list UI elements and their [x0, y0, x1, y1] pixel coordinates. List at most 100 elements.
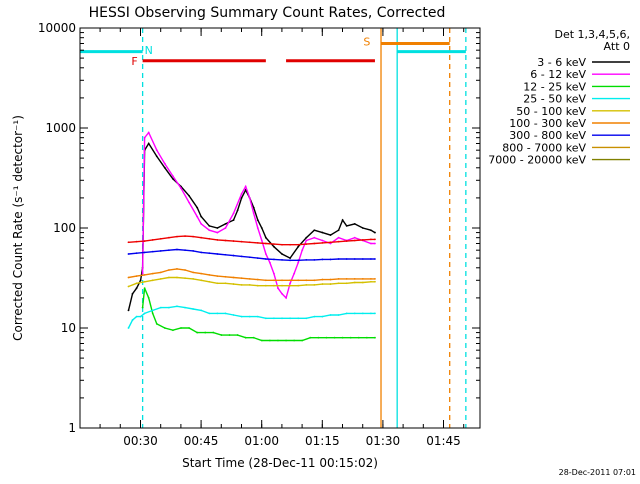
x-tick-label: 01:15: [305, 434, 340, 448]
data-point-9-22: [305, 243, 308, 246]
legend-label-3: 25 - 50 keV: [523, 93, 586, 106]
data-point-3-22: [289, 317, 292, 320]
data-point-1-15: [244, 185, 247, 188]
chart-title: HESSI Observing Summary Count Rates, Cor…: [89, 5, 446, 21]
data-point-6-3: [151, 250, 154, 253]
data-point-3-12: [208, 312, 211, 315]
data-point-5-8: [192, 271, 195, 274]
series-line-5: [128, 268, 375, 281]
data-point-4-18: [273, 284, 275, 287]
data-point-4-12: [224, 282, 227, 285]
data-point-6-29: [361, 258, 364, 260]
data-point-5-26: [337, 277, 340, 280]
data-point-6-4: [159, 250, 162, 252]
data-point-5-30: [370, 277, 372, 280]
data-point-6-23: [313, 258, 316, 261]
data-point-2-18: [268, 339, 271, 342]
data-point-0-33: [329, 234, 332, 236]
flag-label-f: F: [131, 55, 137, 68]
data-point-2-30: [365, 336, 368, 339]
data-point-9-30: [370, 238, 372, 241]
data-point-2-22: [301, 339, 304, 342]
data-point-6-11: [216, 253, 219, 255]
y-tick-label: 10: [61, 321, 76, 335]
data-point-5-24: [321, 278, 324, 281]
legend-label-0: 3 - 6 keV: [537, 56, 586, 69]
data-point-1-38: [370, 242, 372, 245]
data-point-9-8: [192, 235, 195, 238]
data-point-5-17: [264, 279, 267, 282]
data-point-0-28: [289, 257, 292, 260]
data-point-5-6: [176, 267, 178, 270]
y-tick-label: 1: [68, 421, 76, 435]
legend-label-6: 300 - 800 keV: [509, 129, 586, 142]
data-point-5-27: [345, 277, 348, 280]
data-point-9-0: [127, 241, 130, 244]
data-point-6-8: [192, 250, 195, 252]
legend-header-line-2: Att 0: [604, 40, 630, 53]
data-point-0-29: [297, 245, 300, 248]
data-point-4-5: [167, 276, 170, 279]
data-point-1-34: [337, 236, 340, 239]
data-point-9-7: [184, 235, 186, 237]
data-point-2-2: [147, 296, 150, 299]
data-point-6-1: [135, 252, 138, 255]
data-point-1-22: [273, 272, 275, 275]
data-point-3-28: [337, 314, 340, 316]
data-point-4-14: [240, 283, 243, 286]
data-point-6-26: [337, 258, 340, 260]
data-point-3-26: [321, 315, 324, 318]
data-point-9-11: [216, 239, 219, 241]
data-point-3-17: [248, 315, 251, 318]
data-point-0-15: [216, 227, 219, 229]
data-point-2-1: [143, 287, 146, 290]
data-point-5-13: [232, 276, 235, 279]
series-line-4: [128, 276, 375, 288]
data-point-0-18: [236, 209, 239, 212]
data-point-9-17: [264, 242, 267, 245]
data-point-6-24: [321, 258, 324, 261]
data-point-0-1: [131, 292, 134, 295]
data-point-9-29: [361, 239, 364, 241]
legend-label-8: 7000 - 20000 keV: [488, 154, 586, 167]
data-point-9-18: [273, 243, 275, 246]
data-point-5-20: [289, 279, 292, 282]
y-tick-label: 100: [53, 221, 76, 235]
data-point-6-20: [289, 259, 292, 262]
data-point-1-18: [256, 227, 259, 229]
data-point-1-32: [321, 239, 324, 242]
data-point-0-3: [139, 279, 142, 282]
data-point-2-27: [341, 336, 344, 339]
data-point-5-15: [248, 277, 251, 280]
data-point-3-32: [370, 312, 372, 315]
data-point-2-6: [172, 329, 174, 332]
data-point-2-26: [333, 336, 336, 339]
data-point-4-16: [256, 284, 259, 287]
data-point-0-31: [313, 229, 316, 232]
data-point-0-24: [260, 227, 263, 229]
legend-label-4: 50 - 100 keV: [516, 105, 586, 118]
data-point-1-11: [216, 231, 219, 234]
data-point-2-5: [163, 327, 166, 329]
data-point-5-22: [305, 279, 308, 282]
data-point-6-21: [297, 259, 300, 262]
data-point-3-33: [374, 312, 376, 315]
data-point-1-2: [147, 131, 150, 134]
data-point-9-25: [329, 241, 332, 244]
data-point-4-29: [361, 281, 364, 284]
series-line-3: [127, 305, 375, 329]
data-point-4-11: [216, 282, 219, 285]
data-point-3-8: [176, 305, 178, 308]
data-point-0-17: [232, 219, 235, 221]
data-point-9-16: [256, 241, 259, 244]
data-point-5-12: [224, 275, 227, 278]
legend-label-1: 6 - 12 keV: [530, 68, 586, 81]
data-point-3-27: [329, 314, 332, 316]
x-tick-label: 00:45: [184, 434, 219, 448]
data-point-3-20: [273, 317, 275, 320]
data-point-1-36: [353, 236, 356, 239]
data-point-6-0: [127, 253, 130, 255]
data-point-3-16: [240, 315, 243, 318]
data-point-9-4: [159, 237, 162, 240]
